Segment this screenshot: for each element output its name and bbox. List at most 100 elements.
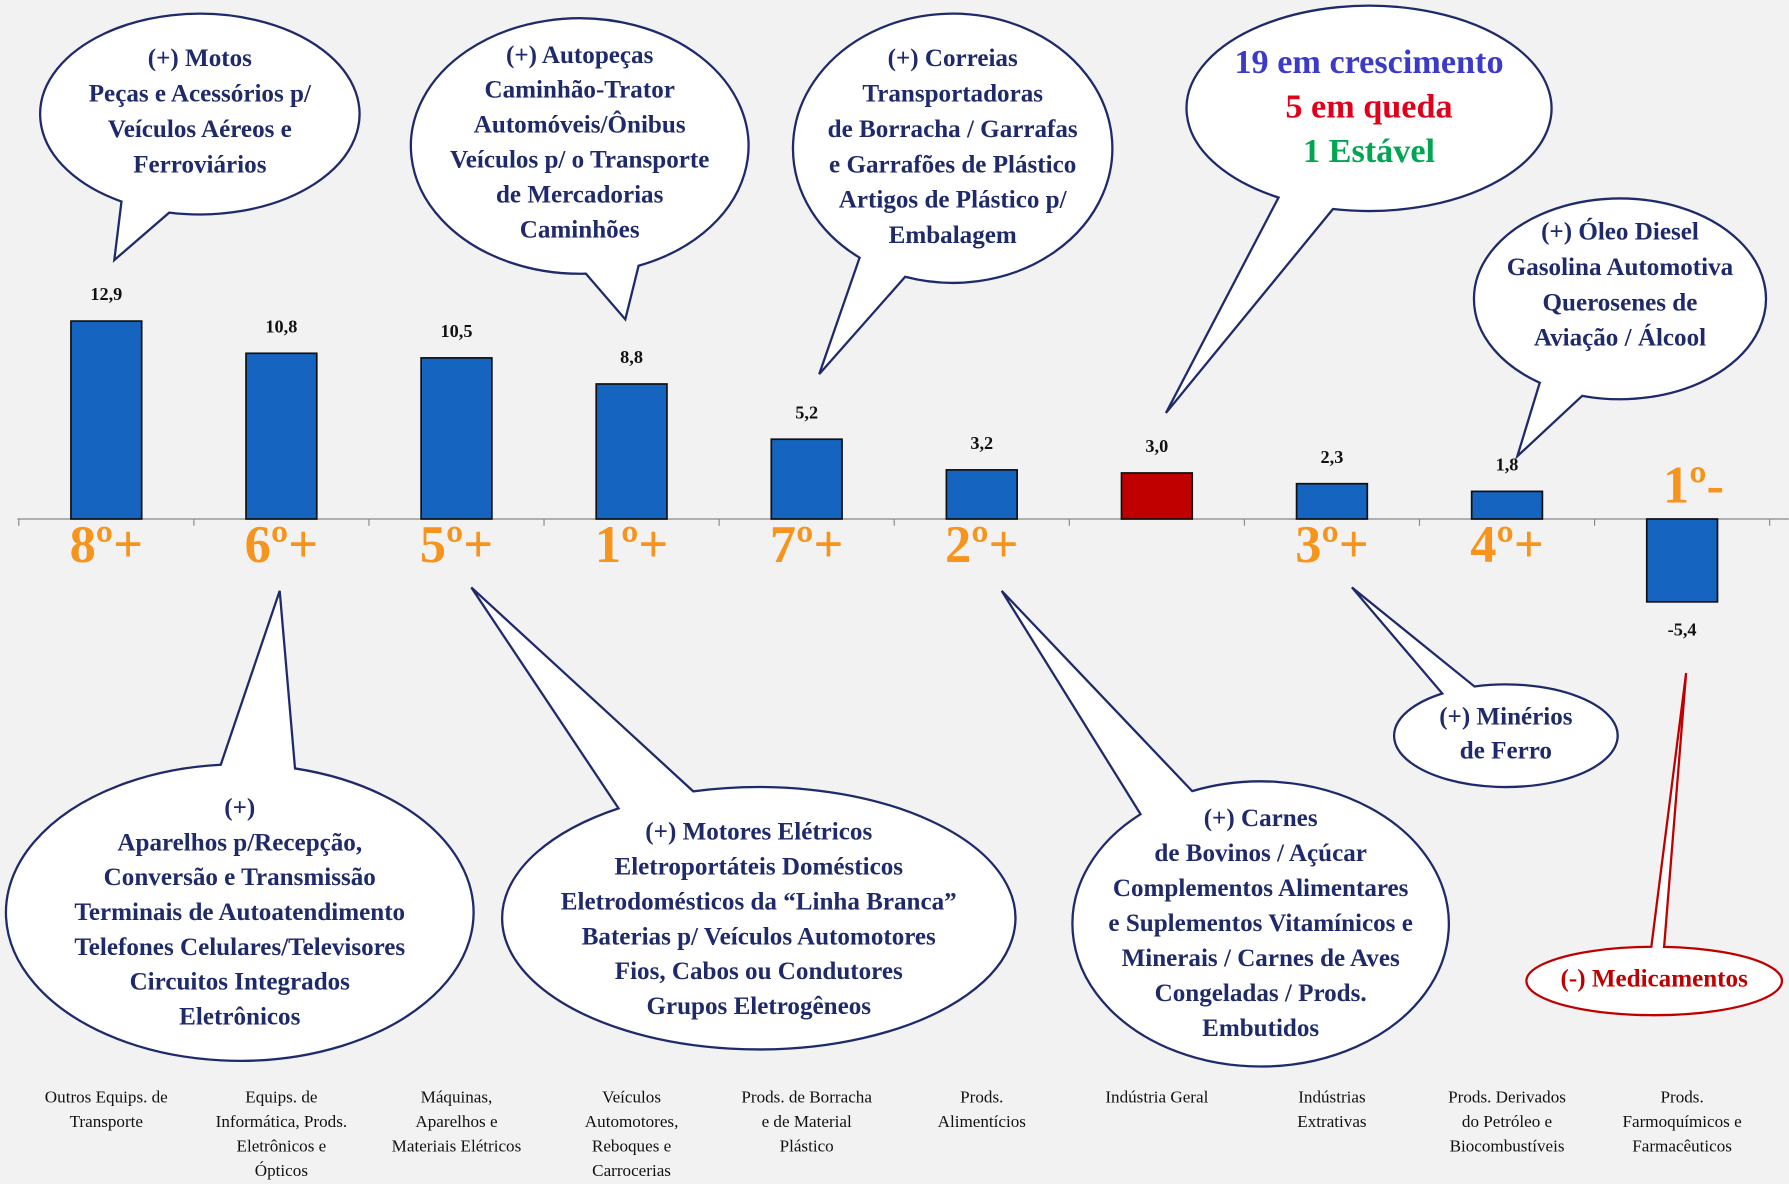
callout-text: e Suplementos Vitamínicos e (1108, 910, 1412, 937)
callout-bubble (1164, 4, 1553, 414)
callout-text: (+) Autopeças (506, 42, 654, 69)
callout-text: Complementos Alimentares (1113, 875, 1409, 902)
callout-bubble (4, 590, 475, 1062)
callout-text: Conversão e Transmissão (104, 864, 376, 891)
callout-text: Minerais / Carnes de Aves (1122, 945, 1400, 972)
callout-text: 19 em crescimento (1234, 44, 1503, 81)
bar (770, 438, 843, 520)
callout-text: (+) Motos (148, 45, 252, 72)
x-tick-label: Biocombustíveis (1450, 1136, 1565, 1155)
x-tick-label: Prods. Derivados (1448, 1087, 1566, 1106)
bar (945, 469, 1018, 520)
x-tick-label: Plástico (780, 1136, 834, 1155)
x-tick-label: Farmoquímicos e (1623, 1112, 1742, 1131)
callout-text: Eletrodomésticos da “Linha Branca” (561, 888, 957, 915)
x-tick-label: Equips. de (245, 1087, 317, 1106)
callout-text: Eletrônicos (179, 1003, 300, 1030)
callout-text: Caminhões (520, 216, 640, 243)
rank-label: 8º+ (70, 516, 143, 574)
value-label: 1,8 (1496, 454, 1519, 474)
callout-bubble (791, 12, 1114, 375)
callout-text: Eletroportáteis Domésticos (614, 853, 903, 880)
callout-text: Veículos p/ o Transporte (450, 147, 709, 174)
x-tick-label: Informática, Prods. (216, 1112, 348, 1131)
rank-label: 6º+ (245, 516, 318, 574)
callout-text: Veículos Aéreos e (108, 116, 292, 143)
callout-text: de Ferro (1460, 738, 1552, 765)
callout-text: (+) Correias (888, 45, 1018, 72)
value-label: 12,9 (90, 284, 122, 304)
x-tick-label: do Petróleo e (1462, 1112, 1552, 1131)
callout-text: Fios, Cabos ou Condutores (615, 958, 903, 985)
callout-text: Embutidos (1202, 1015, 1319, 1042)
x-tick-label: Carrocerias (592, 1161, 671, 1180)
x-tick-label: Prods. de Borracha (741, 1087, 872, 1106)
callout-text: Transportadoras (862, 81, 1043, 108)
callout-text: Grupos Eletrogêneos (646, 993, 871, 1020)
callout-text: de Mercadorias (496, 181, 664, 208)
x-tick-label: Prods. (1661, 1087, 1704, 1106)
x-tick-label: Aparelhos e (415, 1112, 497, 1131)
x-tick-label: e de Material (762, 1112, 852, 1131)
x-tick-label: Eletrônicos e (237, 1136, 327, 1155)
bar (245, 352, 318, 520)
callout-bubble (1472, 197, 1768, 460)
x-tick-label: Indústria Geral (1105, 1087, 1208, 1106)
x-tick-label: Reboques e (592, 1136, 671, 1155)
callout-bubble (1525, 672, 1784, 1017)
callout-bubble (39, 12, 361, 263)
callout-bubble (1000, 590, 1450, 1068)
callout-text: Aviação / Álcool (1534, 324, 1706, 352)
x-tick-label: Ópticos (255, 1161, 309, 1180)
bar (595, 383, 668, 520)
x-tick-label: Transporte (70, 1112, 143, 1131)
rank-label: 5º+ (420, 516, 493, 574)
value-label: 8,8 (620, 347, 643, 367)
rank-label: 4º+ (1470, 516, 1543, 574)
value-label: 3,2 (970, 433, 993, 453)
x-tick-label: Extrativas (1297, 1112, 1367, 1131)
x-tick-label: Veículos (602, 1087, 661, 1106)
rank-label: 1º+ (595, 516, 668, 574)
x-tick-label: Farmacêuticos (1632, 1136, 1732, 1155)
bar (1295, 482, 1369, 520)
value-label: 5,2 (795, 402, 818, 422)
x-tick-label: Máquinas, (421, 1087, 493, 1106)
callout-text: Caminhão-Trator (484, 77, 674, 104)
callout-text: Artigos de Plástico p/ (839, 187, 1068, 214)
bar (1470, 490, 1544, 520)
callout-text: (-) Medicamentos (1561, 966, 1749, 993)
x-tick-label: Automotores, (585, 1112, 679, 1131)
rank-label: 2º+ (945, 516, 1018, 574)
rank-label: 3º+ (1295, 516, 1368, 574)
callout-text: Gasolina Automotiva (1507, 254, 1734, 281)
callout-text: Embalagem (889, 222, 1017, 249)
callout-text: Telefones Celulares/Televisores (74, 934, 405, 961)
callout-text: 5 em queda (1285, 88, 1452, 125)
callout-text: (+) Óleo Diesel (1541, 218, 1699, 246)
callout-text: (+) Carnes (1204, 805, 1318, 832)
callout-text: (+) Motores Elétricos (645, 819, 872, 846)
bar (1120, 472, 1194, 520)
callout-bubble (1351, 586, 1619, 789)
callout-text: 1 Estável (1303, 133, 1435, 170)
bar (70, 320, 143, 520)
callout-text: Querosenes de (1543, 289, 1698, 316)
callout-text: Baterias p/ Veículos Automotores (582, 923, 936, 950)
callout-text: de Bovinos / Açúcar (1154, 840, 1366, 867)
rank-label: 1º- (1663, 457, 1724, 515)
rank-label: 7º+ (770, 516, 843, 574)
callout-text: (+) Minérios (1439, 703, 1573, 730)
value-label: 3,0 (1145, 436, 1168, 456)
callout-bubble (470, 586, 1017, 1051)
value-label: 10,8 (265, 316, 297, 336)
value-label: 2,3 (1321, 447, 1344, 467)
value-label: -5,4 (1668, 620, 1697, 640)
x-tick-label: Indústrias (1298, 1087, 1366, 1106)
callout-text: Ferroviários (133, 151, 266, 178)
callout-text: Peças e Acessórios p/ (89, 81, 312, 108)
callout-text: e Garrafões de Plástico (829, 151, 1076, 178)
x-tick-label: Outros Equips. de (45, 1087, 168, 1106)
callout-text: Terminais de Autoatendimento (74, 899, 405, 926)
